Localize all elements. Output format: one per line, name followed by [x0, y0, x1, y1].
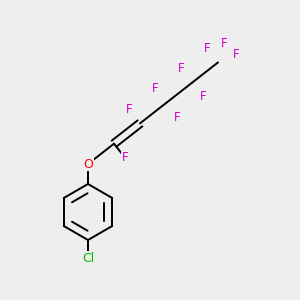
- Text: Cl: Cl: [82, 251, 94, 265]
- Text: F: F: [220, 37, 227, 50]
- Text: F: F: [152, 82, 158, 95]
- Text: O: O: [83, 158, 93, 170]
- Text: F: F: [122, 152, 128, 164]
- Text: F: F: [178, 62, 184, 75]
- Text: F: F: [174, 111, 180, 124]
- Text: F: F: [204, 42, 210, 55]
- Text: F: F: [126, 103, 132, 116]
- Text: F: F: [233, 48, 240, 61]
- Text: F: F: [200, 90, 206, 104]
